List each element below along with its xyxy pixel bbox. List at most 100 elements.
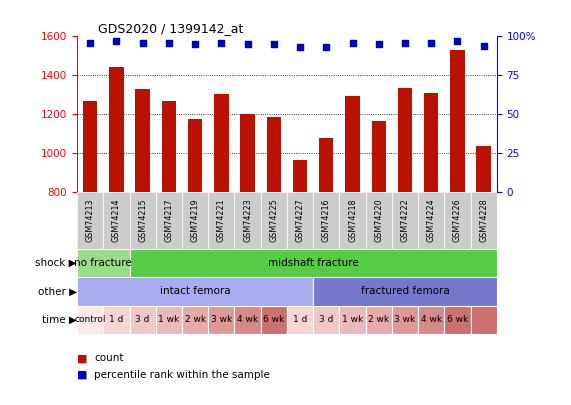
- Bar: [162, 102, 176, 192]
- Text: 2 wk: 2 wk: [368, 315, 389, 324]
- Bar: [450, 50, 465, 192]
- Bar: [261, 192, 287, 249]
- Bar: [182, 306, 208, 334]
- Bar: [471, 192, 497, 249]
- Bar: [372, 121, 386, 192]
- Text: GSM74214: GSM74214: [112, 198, 121, 242]
- Bar: [418, 192, 444, 249]
- Bar: [398, 88, 412, 192]
- Text: time ▶: time ▶: [42, 315, 77, 325]
- Text: control: control: [74, 315, 106, 324]
- Bar: [313, 306, 339, 334]
- Bar: [109, 66, 124, 192]
- Text: GSM74226: GSM74226: [453, 198, 462, 242]
- Text: other ▶: other ▶: [38, 286, 77, 296]
- Text: GSM74223: GSM74223: [243, 198, 252, 242]
- Point: [295, 44, 304, 51]
- Text: 1 wk: 1 wk: [342, 315, 363, 324]
- Bar: [345, 96, 360, 192]
- Text: 4 wk: 4 wk: [421, 315, 442, 324]
- Bar: [103, 306, 130, 334]
- Text: GDS2020 / 1399142_at: GDS2020 / 1399142_at: [98, 22, 243, 35]
- Text: percentile rank within the sample: percentile rank within the sample: [94, 370, 270, 379]
- Text: no fracture: no fracture: [74, 258, 132, 268]
- Bar: [267, 117, 281, 192]
- Bar: [444, 192, 471, 249]
- Point: [217, 39, 226, 46]
- Bar: [182, 192, 208, 249]
- Bar: [77, 306, 103, 334]
- Text: GSM74222: GSM74222: [400, 198, 409, 242]
- Bar: [240, 114, 255, 192]
- Bar: [130, 306, 156, 334]
- Text: 4 wk: 4 wk: [237, 315, 258, 324]
- Bar: [365, 306, 392, 334]
- Bar: [156, 306, 182, 334]
- Text: 2 wk: 2 wk: [184, 315, 206, 324]
- Point: [321, 44, 331, 51]
- Text: 1 d: 1 d: [293, 315, 307, 324]
- Point: [270, 41, 279, 47]
- Bar: [214, 94, 228, 192]
- Bar: [130, 192, 156, 249]
- Point: [400, 39, 409, 46]
- Text: GSM74228: GSM74228: [479, 198, 488, 242]
- Text: GSM74219: GSM74219: [191, 198, 200, 242]
- Text: 3 d: 3 d: [135, 315, 150, 324]
- Bar: [424, 93, 439, 192]
- Bar: [77, 277, 313, 306]
- Point: [479, 43, 488, 49]
- Text: 1 d: 1 d: [109, 315, 123, 324]
- Point: [243, 41, 252, 47]
- Text: intact femora: intact femora: [160, 286, 231, 296]
- Point: [191, 41, 200, 47]
- Text: fractured femora: fractured femora: [361, 286, 449, 296]
- Point: [453, 38, 462, 45]
- Text: GSM74217: GSM74217: [164, 198, 174, 242]
- Bar: [156, 192, 182, 249]
- Bar: [313, 192, 339, 249]
- Bar: [444, 306, 471, 334]
- Text: 3 wk: 3 wk: [395, 315, 416, 324]
- Text: GSM74220: GSM74220: [374, 198, 383, 242]
- Bar: [130, 249, 497, 277]
- Text: 3 d: 3 d: [319, 315, 333, 324]
- Bar: [77, 249, 130, 277]
- Bar: [235, 192, 261, 249]
- Bar: [313, 277, 497, 306]
- Text: GSM74225: GSM74225: [270, 198, 278, 242]
- Text: GSM74215: GSM74215: [138, 198, 147, 242]
- Text: 6 wk: 6 wk: [447, 315, 468, 324]
- Bar: [287, 306, 313, 334]
- Bar: [392, 192, 418, 249]
- Point: [348, 39, 357, 46]
- Bar: [471, 306, 497, 334]
- Bar: [135, 89, 150, 192]
- Text: 3 wk: 3 wk: [211, 315, 232, 324]
- Bar: [188, 119, 202, 192]
- Bar: [293, 160, 307, 192]
- Text: GSM74221: GSM74221: [217, 198, 226, 242]
- Bar: [339, 306, 365, 334]
- Text: ■: ■: [77, 370, 87, 379]
- Text: ■: ■: [77, 354, 87, 363]
- Text: GSM74213: GSM74213: [86, 198, 95, 242]
- Point: [112, 38, 121, 45]
- Text: GSM74218: GSM74218: [348, 198, 357, 242]
- Text: GSM74227: GSM74227: [296, 198, 304, 242]
- Bar: [339, 192, 365, 249]
- Bar: [77, 192, 103, 249]
- Bar: [208, 192, 235, 249]
- Bar: [83, 100, 98, 192]
- Text: midshaft fracture: midshaft fracture: [268, 258, 359, 268]
- Bar: [208, 306, 235, 334]
- Bar: [319, 139, 333, 192]
- Bar: [103, 192, 130, 249]
- Text: GSM74224: GSM74224: [427, 198, 436, 242]
- Point: [427, 39, 436, 46]
- Text: count: count: [94, 354, 124, 363]
- Text: 1 wk: 1 wk: [158, 315, 179, 324]
- Text: GSM74216: GSM74216: [322, 198, 331, 242]
- Point: [164, 39, 174, 46]
- Bar: [287, 192, 313, 249]
